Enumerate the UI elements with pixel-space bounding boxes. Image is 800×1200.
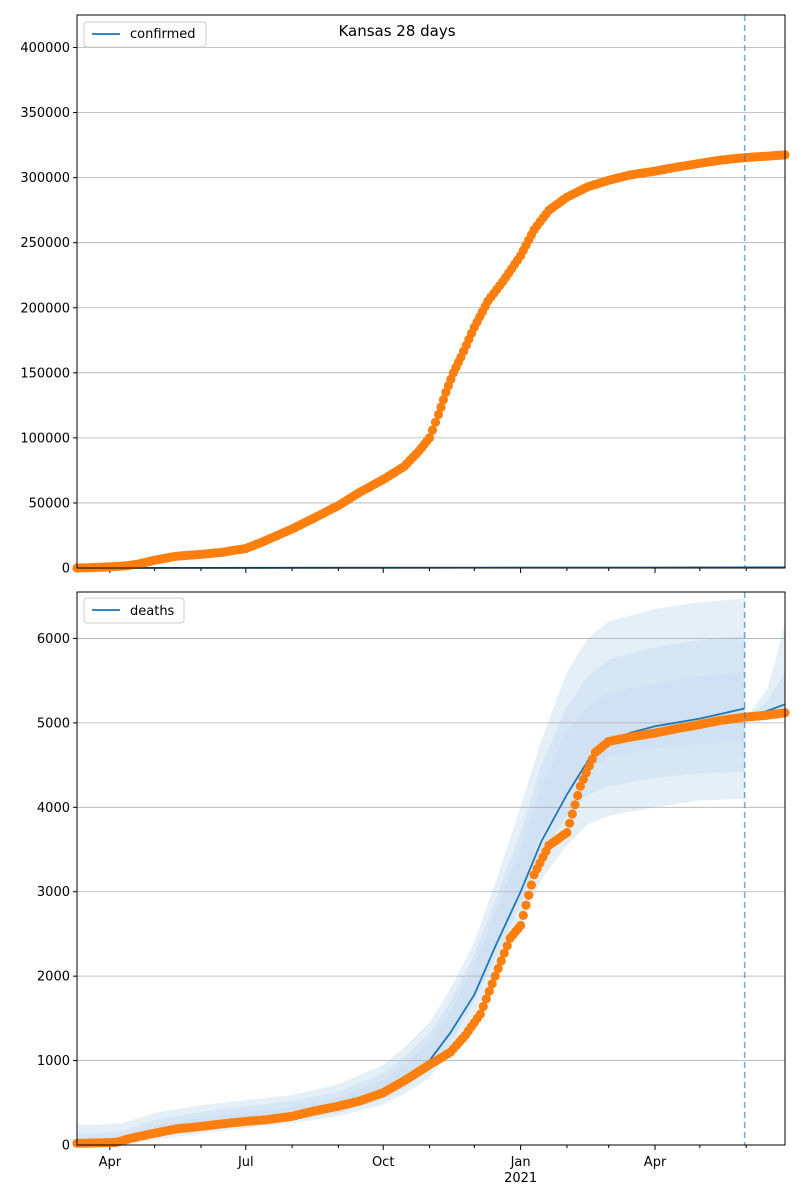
confirmed-observed-point: [427, 425, 438, 435]
deaths-y-axis: 0 1000 2000 3000 4000 5000 6000: [37, 632, 77, 1154]
deaths-x-axis: Apr Jul Oct Jan Apr 2021: [99, 1145, 747, 1186]
confirmed-series: [72, 150, 790, 573]
deaths-observed-point: [570, 800, 580, 810]
chart-title: Kansas 28 days: [338, 22, 455, 40]
deaths-x-tick-label: Jul: [237, 1155, 254, 1170]
deaths-observed-point: [573, 790, 583, 801]
deaths-observed-point: [493, 963, 503, 974]
deaths-observed-point: [562, 828, 572, 838]
deaths-band-middle: [77, 635, 745, 1145]
deaths-band-outer: [77, 598, 745, 1145]
deaths-observed-point: [496, 956, 506, 966]
deaths-y-tick-label: 4000: [37, 801, 70, 816]
confirmed-panel: 0 50000 100000 150000 200000 250000 300000 3500…: [20, 14, 790, 577]
confirmed-plot-frame: [76, 14, 786, 569]
deaths-legend-box: [83, 597, 185, 624]
deaths-x-tick-label: Jan: [510, 1155, 531, 1170]
confirmed-y-tick-label: 250000: [20, 236, 70, 251]
confirmed-y-tick-label: 350000: [20, 106, 70, 121]
deaths-legend: deaths: [83, 597, 185, 624]
confirmed-y-tick-label: 200000: [20, 301, 70, 316]
deaths-legend-label: deaths: [130, 604, 175, 619]
confirmed-legend: confirmed: [83, 21, 207, 48]
deaths-observed-point: [524, 890, 534, 900]
confirmed-y-tick-label: 300000: [20, 171, 70, 186]
deaths-observed-point: [484, 986, 494, 996]
confirmed-observed-point: [424, 433, 435, 443]
confirmed-y-tick-label: 400000: [20, 41, 70, 56]
confirmed-legend-box: [83, 21, 207, 48]
deaths-y-tick-label: 1000: [37, 1054, 70, 1069]
deaths-observed-point: [516, 920, 526, 931]
deaths-observed-point: [481, 994, 491, 1004]
confirmed-y-tick-label: 0: [62, 562, 70, 577]
deaths-observed-point: [526, 880, 537, 890]
deaths-band-inner: [77, 672, 745, 1145]
deaths-observed-point: [499, 948, 509, 958]
deaths-observed-point: [487, 979, 497, 989]
confirmed-observed-point: [438, 395, 448, 405]
confirmed-y-tick-label: 100000: [20, 431, 70, 446]
deaths-x-tick-label: Apr: [99, 1155, 122, 1170]
deaths-observed-point: [502, 941, 512, 951]
deaths-observed-point: [567, 809, 577, 819]
deaths-observed-point: [475, 1009, 485, 1019]
deaths-y-tick-label: 6000: [37, 632, 70, 647]
deaths-y-tick-label: 2000: [37, 970, 70, 985]
deaths-y-tick-label: 0: [62, 1139, 70, 1154]
confirmed-observed-point: [433, 409, 444, 420]
confirmed-y-axis: 0 50000 100000 150000 200000 250000 300000 3500…: [20, 41, 77, 577]
confirmed-y-tick-label: 50000: [29, 496, 70, 511]
deaths-y-tick-label: 5000: [37, 716, 70, 731]
confirmed-observed-point: [436, 402, 446, 412]
confirmed-observed-point: [430, 417, 441, 427]
deaths-observed-point: [478, 1001, 488, 1012]
deaths-band-forecast-outer: [752, 623, 785, 722]
deaths-plot-frame: [76, 591, 786, 1146]
deaths-observed-point: [565, 818, 575, 828]
deaths-x-year-label: 2021: [504, 1171, 537, 1186]
deaths-observed-point: [490, 971, 500, 981]
deaths-y-tick-label: 3000: [37, 885, 70, 900]
confirmed-legend-label: confirmed: [130, 27, 196, 42]
deaths-observed-point: [518, 910, 528, 921]
deaths-x-tick-label: Oct: [372, 1155, 394, 1170]
deaths-x-tick-label: Apr: [644, 1155, 667, 1170]
confirmed-y-tick-label: 150000: [20, 366, 70, 381]
deaths-observed-point: [521, 900, 531, 910]
